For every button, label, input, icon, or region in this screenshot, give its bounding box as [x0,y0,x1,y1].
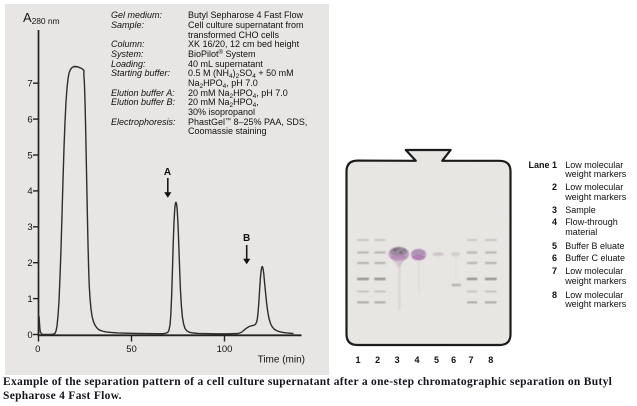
svg-text:1: 1 [27,294,32,305]
svg-text:4: 4 [27,186,32,197]
svg-text:2: 2 [27,258,32,269]
svg-text:0: 0 [27,330,32,341]
svg-text:3: 3 [27,222,32,233]
svg-text:50: 50 [126,344,137,355]
svg-text:0: 0 [35,344,40,355]
svg-text:7: 7 [27,79,32,90]
svg-text:5: 5 [27,150,32,161]
svg-text:B: B [243,233,250,244]
svg-text:6: 6 [27,114,32,125]
svg-text:100: 100 [217,344,233,355]
svg-text:A: A [164,167,171,178]
svg-text:Time (min): Time (min) [258,355,305,366]
